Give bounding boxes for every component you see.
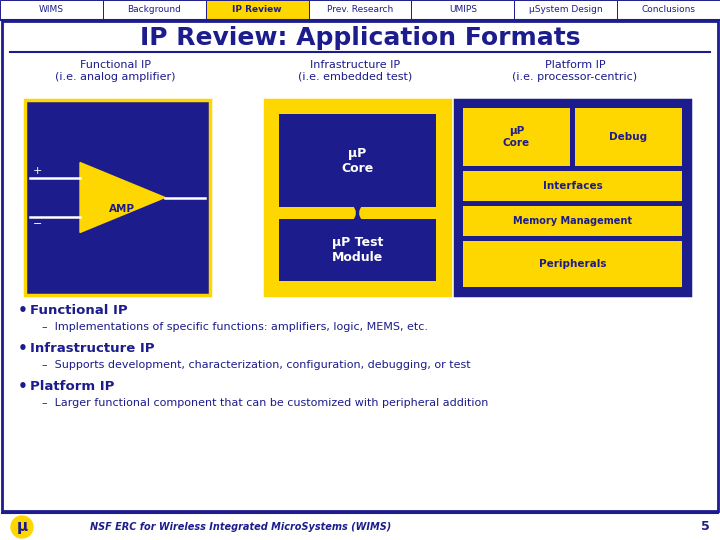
Text: Platform IP: Platform IP bbox=[30, 380, 114, 393]
Text: +: + bbox=[33, 166, 42, 176]
Text: Peripherals: Peripherals bbox=[539, 259, 606, 269]
Text: –  Supports development, characterization, configuration, debugging, or test: – Supports development, characterization… bbox=[42, 360, 471, 370]
Text: −: − bbox=[33, 219, 42, 229]
Bar bbox=[279, 219, 436, 281]
Bar bbox=[463, 108, 570, 166]
Bar bbox=[463, 241, 682, 287]
Text: Infrastructure IP
(i.e. embedded test): Infrastructure IP (i.e. embedded test) bbox=[298, 60, 412, 82]
Text: μ: μ bbox=[17, 519, 27, 535]
Bar bbox=[411, 0, 514, 20]
Text: Functional IP
(i.e. analog amplifier): Functional IP (i.e. analog amplifier) bbox=[55, 60, 175, 82]
Bar bbox=[25, 100, 210, 295]
Text: Debug: Debug bbox=[609, 132, 647, 142]
Text: 5: 5 bbox=[701, 521, 710, 534]
Bar bbox=[279, 114, 436, 207]
Text: IP Review: Application Formats: IP Review: Application Formats bbox=[140, 26, 580, 50]
Text: Conclusions: Conclusions bbox=[642, 5, 696, 15]
Text: Background: Background bbox=[127, 5, 181, 15]
Bar bbox=[206, 0, 309, 20]
Text: UMIPS: UMIPS bbox=[449, 5, 477, 15]
Text: IP Review: IP Review bbox=[233, 5, 282, 15]
Text: –  Larger functional component that can be customized with peripheral addition: – Larger functional component that can b… bbox=[42, 398, 488, 408]
Text: Infrastructure IP: Infrastructure IP bbox=[30, 341, 155, 354]
Bar bbox=[463, 171, 682, 201]
Text: μP Test
Module: μP Test Module bbox=[332, 236, 383, 264]
Polygon shape bbox=[80, 163, 165, 233]
Text: Prev. Research: Prev. Research bbox=[327, 5, 393, 15]
Bar bbox=[575, 108, 682, 166]
Text: •: • bbox=[18, 341, 28, 355]
Bar bbox=[617, 0, 720, 20]
Text: NSF ERC for Wireless Integrated MicroSystems (WIMS): NSF ERC for Wireless Integrated MicroSys… bbox=[90, 522, 391, 532]
Bar bbox=[514, 0, 617, 20]
Text: •: • bbox=[18, 379, 28, 394]
Text: μSystem Design: μSystem Design bbox=[529, 5, 603, 15]
Circle shape bbox=[11, 516, 33, 538]
Text: WIMS: WIMS bbox=[39, 5, 64, 15]
Text: AMP: AMP bbox=[109, 205, 135, 214]
Bar bbox=[0, 0, 103, 20]
Text: μP
Core: μP Core bbox=[341, 146, 374, 174]
Bar bbox=[265, 100, 450, 295]
Text: Functional IP: Functional IP bbox=[30, 303, 127, 316]
Bar bbox=[309, 0, 411, 20]
Text: Platform IP
(i.e. processor-centric): Platform IP (i.e. processor-centric) bbox=[513, 60, 638, 82]
Text: –  Implementations of specific functions: amplifiers, logic, MEMS, etc.: – Implementations of specific functions:… bbox=[42, 322, 428, 332]
Text: μP
Core: μP Core bbox=[503, 126, 530, 148]
Text: •: • bbox=[18, 302, 28, 318]
Bar bbox=[455, 100, 690, 295]
Text: Interfaces: Interfaces bbox=[543, 181, 603, 191]
Text: Memory Management: Memory Management bbox=[513, 216, 632, 226]
Bar bbox=[103, 0, 206, 20]
Bar bbox=[463, 206, 682, 236]
